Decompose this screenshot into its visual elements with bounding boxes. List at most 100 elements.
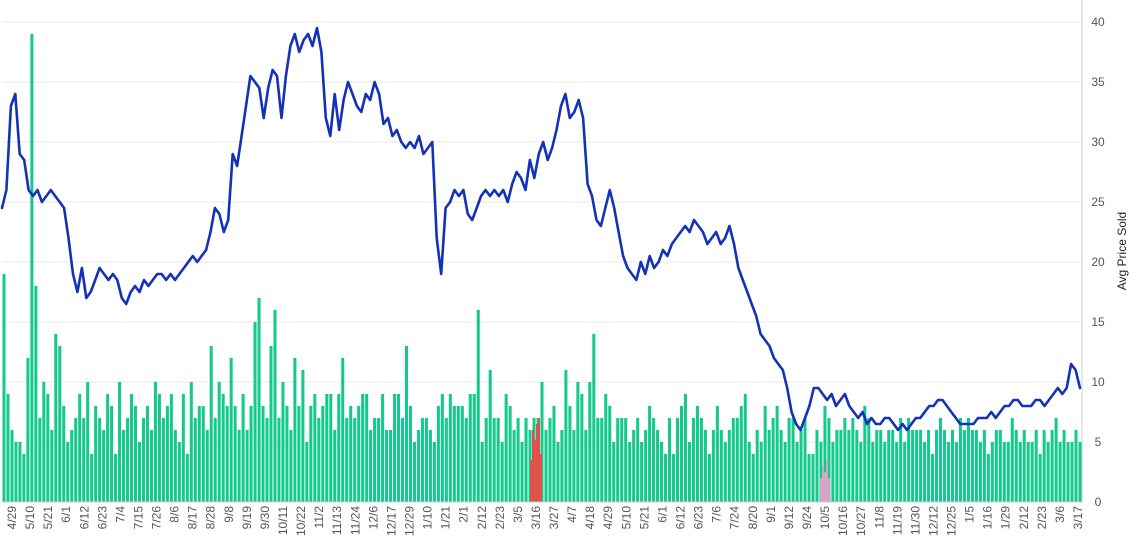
x-tick-label: 7/6	[710, 506, 724, 523]
y-axis-title: Avg Price Sold	[1115, 212, 1129, 291]
bar	[978, 442, 982, 502]
bar	[496, 418, 500, 502]
bar	[1030, 442, 1034, 502]
bar	[177, 442, 181, 502]
bar	[1054, 418, 1058, 502]
bar	[484, 418, 488, 502]
bar	[640, 442, 644, 502]
bar	[38, 418, 42, 502]
bar	[679, 406, 683, 502]
bar	[899, 418, 903, 502]
bar	[923, 442, 927, 502]
bar	[90, 454, 94, 502]
bar	[524, 418, 528, 502]
bar	[217, 382, 221, 502]
bar	[249, 406, 253, 502]
x-tick-label: 3/16	[529, 506, 543, 530]
bar	[325, 394, 329, 502]
bar	[556, 442, 560, 502]
x-tick-label: 6/23	[692, 506, 706, 530]
bar	[843, 418, 847, 502]
x-tick-label: 10/11	[276, 506, 290, 535]
bar	[516, 418, 520, 502]
bar	[285, 406, 289, 502]
bar	[1062, 430, 1066, 502]
bar	[584, 430, 588, 502]
bar	[755, 430, 759, 502]
bar	[66, 442, 70, 502]
bar	[98, 418, 102, 502]
bar	[962, 430, 966, 502]
x-tick-label: 11/30	[908, 506, 922, 535]
bar	[82, 418, 86, 502]
bar	[592, 334, 596, 502]
x-tick-label: 9/1	[764, 506, 778, 523]
x-tick-label: 6/12	[674, 506, 688, 530]
bar	[648, 406, 652, 502]
bar	[588, 382, 592, 502]
bar	[974, 430, 978, 502]
bar	[839, 430, 843, 502]
x-tick-label: 1/21	[439, 506, 453, 530]
bar	[253, 322, 257, 502]
bar	[412, 442, 416, 502]
bar	[1074, 430, 1078, 502]
bar	[687, 442, 691, 502]
bar	[935, 430, 939, 502]
bar	[719, 430, 723, 502]
bar	[600, 418, 604, 502]
x-tick-label: 10/22	[294, 506, 308, 536]
bar	[927, 430, 931, 502]
y-tick-label: 15	[1091, 315, 1105, 329]
bar	[488, 370, 492, 502]
x-tick-label: 10/5	[818, 506, 832, 530]
bar	[289, 430, 293, 502]
bar	[675, 418, 680, 502]
x-axis: 4/29 5/10 5/21 6/1 6/12 6/23 7/4 7/15 7/26 8/6 8/1…	[2, 501, 1085, 536]
bar	[321, 406, 325, 502]
bar	[30, 34, 34, 502]
bar	[683, 394, 687, 502]
bar	[560, 430, 564, 502]
x-tick-label: 12/6	[366, 506, 380, 530]
bar	[122, 430, 126, 502]
bar	[385, 430, 389, 502]
bar	[480, 442, 484, 502]
bar	[1018, 442, 1022, 502]
x-tick-label: 6/1	[655, 506, 669, 523]
bar	[126, 418, 130, 502]
bar	[1034, 430, 1038, 502]
bar	[715, 406, 719, 502]
bar	[879, 430, 883, 502]
bar	[281, 382, 285, 502]
bar	[723, 442, 727, 502]
bar	[18, 442, 22, 502]
bar	[759, 442, 763, 502]
bar	[205, 430, 209, 502]
bar	[827, 418, 831, 502]
bar	[153, 382, 157, 502]
x-tick-label: 5/10	[619, 506, 633, 530]
bar	[787, 418, 791, 502]
bar	[847, 430, 851, 502]
bar	[118, 382, 122, 502]
y-tick-label: 25	[1091, 195, 1105, 209]
bar	[173, 430, 177, 502]
bar	[612, 442, 616, 502]
x-tick-label: 9/8	[222, 506, 236, 523]
x-tick-label: 11/19	[890, 506, 904, 535]
bar	[520, 442, 524, 502]
bar	[476, 310, 480, 502]
bar	[727, 430, 731, 502]
bar	[564, 370, 568, 502]
bar	[815, 430, 819, 502]
bar	[807, 454, 811, 502]
x-tick-label: 9/30	[258, 506, 272, 530]
bar	[1070, 442, 1074, 502]
bar	[436, 406, 440, 502]
x-tick-label: 1/5	[963, 506, 977, 523]
bar	[644, 430, 648, 502]
bar	[835, 430, 839, 502]
bar	[703, 430, 707, 502]
